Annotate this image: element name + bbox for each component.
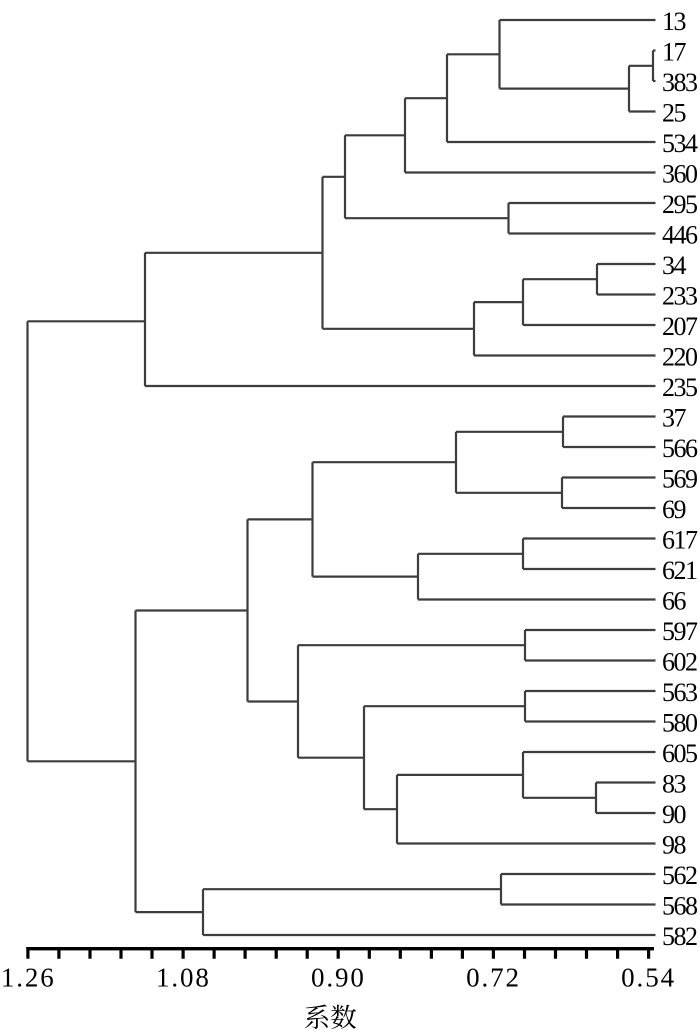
svg-text:37: 37 — [662, 404, 687, 433]
svg-text:1.26: 1.26 — [1, 963, 56, 993]
svg-text:569: 569 — [662, 465, 697, 494]
svg-text:66: 66 — [662, 587, 687, 616]
svg-text:582: 582 — [662, 922, 697, 951]
svg-text:98: 98 — [662, 831, 687, 860]
svg-text:220: 220 — [662, 343, 698, 372]
svg-text:17: 17 — [662, 38, 687, 67]
svg-text:621: 621 — [662, 556, 697, 585]
svg-text:597: 597 — [662, 617, 698, 646]
svg-text:617: 617 — [662, 526, 698, 555]
svg-text:34: 34 — [662, 251, 687, 280]
svg-text:360: 360 — [662, 160, 698, 189]
svg-text:534: 534 — [662, 129, 698, 158]
svg-text:563: 563 — [662, 678, 697, 707]
svg-text:13: 13 — [662, 7, 686, 36]
svg-text:83: 83 — [662, 770, 686, 799]
svg-text:0.90: 0.90 — [311, 963, 366, 993]
svg-text:562: 562 — [662, 861, 697, 890]
svg-text:0.72: 0.72 — [466, 963, 521, 993]
svg-text:90: 90 — [662, 800, 687, 829]
svg-text:568: 568 — [662, 892, 698, 921]
svg-text:605: 605 — [662, 739, 697, 768]
svg-text:602: 602 — [662, 648, 697, 677]
svg-text:25: 25 — [662, 99, 686, 128]
svg-text:69: 69 — [662, 495, 686, 524]
svg-text:235: 235 — [662, 373, 697, 402]
svg-text:446: 446 — [662, 221, 698, 250]
svg-text:1.08: 1.08 — [156, 963, 211, 993]
svg-text:0.54: 0.54 — [621, 963, 676, 993]
svg-text:207: 207 — [662, 312, 698, 341]
svg-text:233: 233 — [662, 282, 697, 311]
svg-text:295: 295 — [662, 190, 697, 219]
svg-text:580: 580 — [662, 709, 698, 738]
svg-text:566: 566 — [662, 434, 698, 463]
svg-text:383: 383 — [662, 68, 697, 97]
